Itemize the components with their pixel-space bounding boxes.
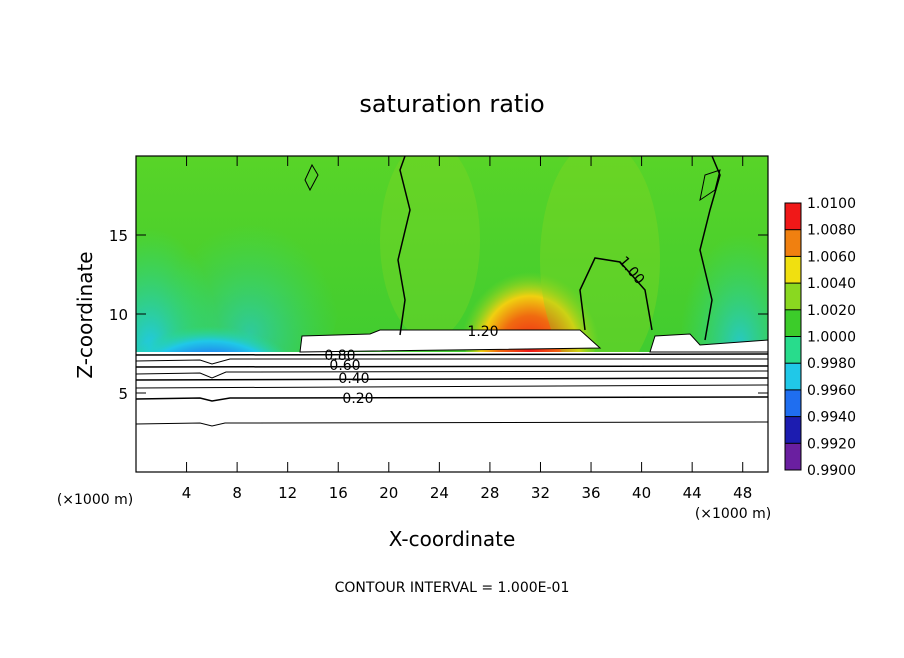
x-tick-label: 20 <box>379 484 398 502</box>
x-tick-label: 4 <box>182 484 192 502</box>
colorbar-band <box>785 229 801 257</box>
contour-label: 0.60 <box>329 358 360 374</box>
unit-label: (×1000 m) <box>57 492 133 508</box>
colorbar-label: 1.0100 <box>807 196 856 212</box>
colorbar-band <box>785 363 801 390</box>
x-tick-label: 24 <box>430 484 449 502</box>
x-tick-label: 36 <box>581 484 600 502</box>
x-tick-label: 8 <box>232 484 242 502</box>
colorbar-label: 1.0060 <box>807 249 856 265</box>
colorbar-label: 0.9980 <box>807 356 856 372</box>
x-tick-label: 32 <box>531 484 550 502</box>
colorbar-band <box>785 203 801 230</box>
field <box>136 156 768 472</box>
contour-lines <box>136 156 768 427</box>
colorbar-label: 0.9940 <box>807 410 856 426</box>
colorbar-label: 0.9920 <box>807 436 856 452</box>
contour-note: CONTOUR INTERVAL = 1.000E-01 <box>335 580 570 596</box>
contour-label: 0.80 <box>324 348 355 364</box>
y-axis-label: Z-coordinate <box>73 251 97 378</box>
x-tick-label: 28 <box>480 484 499 502</box>
colorbar-band <box>785 389 801 417</box>
colorbar-band <box>785 256 801 284</box>
colorbar-label: 0.9960 <box>807 383 856 399</box>
x-tick-label: 44 <box>683 484 702 502</box>
y-tick-label: 5 <box>118 385 128 403</box>
colorbar-label: 1.0000 <box>807 330 856 346</box>
colorbar-band <box>785 336 801 364</box>
unit-label: (×1000 m) <box>695 506 771 522</box>
contour-label: 1.20 <box>467 324 498 340</box>
contour-label: 0.40 <box>338 371 369 387</box>
x-axis-label: X-coordinate <box>389 527 516 551</box>
colorbar-band <box>785 416 801 444</box>
x-tick-label: 16 <box>329 484 348 502</box>
colorbar-band <box>785 309 801 337</box>
colorbar-label: 1.0020 <box>807 303 856 319</box>
colorbar-label: 1.0080 <box>807 223 856 239</box>
chart-title: saturation ratio <box>359 90 544 118</box>
colorbar-band <box>785 443 801 470</box>
x-tick-label: 40 <box>632 484 651 502</box>
x-tick-label: 48 <box>733 484 752 502</box>
colorbar-label: 1.0040 <box>807 276 856 292</box>
colorbar-label: 0.9900 <box>807 463 856 479</box>
y-tick-label: 15 <box>109 227 128 245</box>
x-tick-label: 12 <box>278 484 297 502</box>
colorbar-band <box>785 283 801 310</box>
contour-label: 0.20 <box>342 391 373 407</box>
y-tick-label: 10 <box>109 306 128 324</box>
